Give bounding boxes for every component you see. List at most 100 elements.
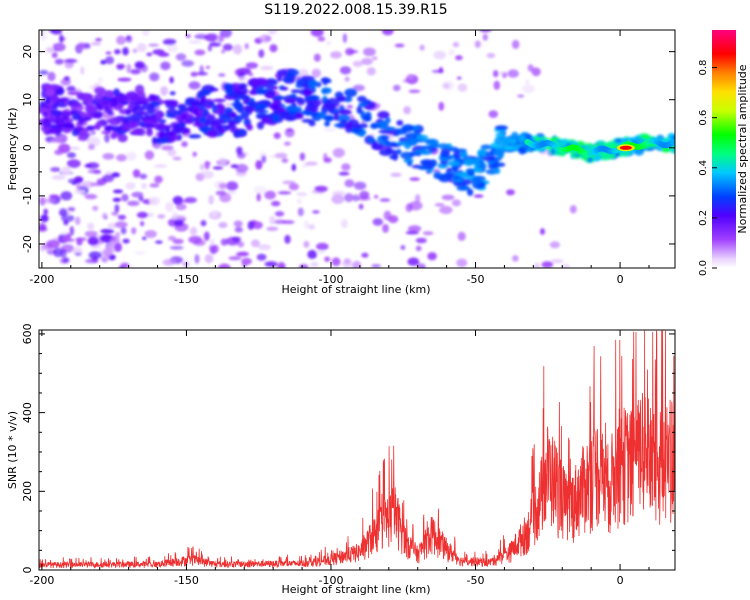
spectrogram-noise-blob: [264, 190, 276, 200]
spectrogram-noise-blob: [310, 30, 324, 37]
spectrogram-noise-blob: [84, 193, 98, 200]
spectrogram-noise-blob: [448, 49, 455, 56]
spectrogram-noise-blob: [226, 181, 239, 191]
spectrogram-ridge-blob: [504, 145, 513, 151]
spectrogram-noise-blob: [122, 47, 129, 56]
spectrogram-noise-blob: [100, 228, 115, 234]
spectrogram-ridge-blob: [49, 113, 56, 123]
spectrogram-noise-blob: [175, 53, 187, 61]
spectrogram-ridge-blob: [518, 145, 527, 155]
spectrogram-noise-blob: [561, 263, 570, 268]
spectrogram-ridge-blob: [183, 119, 194, 125]
spectrogram-noise-blob: [390, 172, 402, 177]
spectrogram-ridge-blob: [189, 100, 203, 107]
spectrogram-ridge-blob: [308, 120, 316, 127]
spectrogram-noise-blob: [415, 237, 427, 244]
spectrogram-noise-blob: [87, 236, 99, 246]
spectrogram-ridge-blob: [407, 161, 413, 167]
spectrogram-ridge-blob: [487, 163, 498, 169]
spectrogram-noise-blob: [132, 48, 138, 54]
spectrogram-noise-blob: [115, 231, 121, 238]
spectrogram-ridge-blob: [581, 156, 589, 161]
spectrogram-noise-blob: [194, 254, 200, 264]
spectrogram-noise-blob: [299, 264, 309, 268]
spectrogram-noise-blob: [193, 239, 206, 246]
spectrogram-noise-blob: [50, 139, 64, 143]
spectrogram-noise-blob: [499, 71, 505, 75]
spectrogram-noise-blob: [126, 35, 131, 40]
spectrogram-noise-blob: [199, 65, 204, 75]
spectrogram-ridge-blob: [272, 99, 282, 109]
spectrogram-noise-blob: [132, 169, 141, 178]
spectrogram-noise-blob: [125, 182, 136, 190]
spectrogram-ytick-label: -20: [21, 235, 34, 253]
snr-ticks: -200 -150 -100 -50 0 0 200 400 600: [21, 323, 675, 587]
spectrogram-noise-blob: [441, 194, 455, 201]
spectrogram-ridge-blob: [336, 95, 347, 101]
spectrogram-noise-blob: [130, 69, 141, 75]
spectrogram-noise-blob: [277, 191, 292, 195]
figure-title: S119.2022.008.15.39.R15: [264, 2, 447, 18]
colorbar-tick-label: 0.4: [698, 160, 709, 176]
spectrogram-ridge-blob: [482, 155, 496, 162]
spectrogram-noise-blob: [402, 79, 413, 83]
spectrogram-ridge-blob: [57, 97, 70, 102]
spectrogram-noise-blob: [73, 190, 86, 194]
spectrogram-noise-blob: [332, 147, 345, 158]
spectrogram-ridge-blob: [224, 107, 233, 114]
spectrogram-noise-blob: [144, 150, 155, 160]
spectrogram-noise-blob: [59, 34, 64, 43]
spectrogram-noise-blob: [382, 223, 389, 233]
spectrogram-ridge-blob: [42, 120, 52, 128]
spectrogram-ridge-blob: [439, 151, 450, 158]
spectrogram-ridge-blob: [131, 129, 142, 134]
spectrogram-noise-blob: [211, 244, 219, 254]
spectrogram-noise-blob: [346, 104, 353, 109]
spectrogram-noise-blob: [142, 30, 150, 37]
spectrogram-ridge-blob: [233, 129, 241, 138]
spectrogram-xtick-label: -150: [174, 273, 199, 286]
spectrogram-noise-blob: [531, 67, 541, 77]
spectrogram-ridge-blob: [141, 116, 156, 120]
spectrogram-ridge-blob: [55, 119, 65, 128]
spectrogram-ytick-label: 20: [21, 45, 34, 59]
spectrogram-noise-blob: [338, 171, 350, 176]
spectrogram-noise-blob: [205, 65, 210, 69]
spectrogram-ridge-blob: [243, 119, 250, 125]
spectrogram-ridge-blob: [130, 96, 142, 101]
colorbar-ticks: 0.0 0.2 0.4 0.6 0.8: [698, 60, 717, 276]
spectrogram-noise-blob: [352, 194, 360, 202]
spectrogram-noise-blob: [281, 220, 295, 225]
spectrogram-noise-blob: [208, 194, 214, 205]
spectrogram-trace-segment: [670, 139, 675, 146]
spectrogram-ridge-blob: [206, 101, 215, 106]
spectrogram-noise-blob: [312, 210, 320, 214]
spectrogram-noise-blob: [74, 252, 82, 256]
spectrogram-noise-blob: [314, 250, 326, 254]
spectrogram-noise-blob: [486, 52, 496, 59]
spectrogram-noise-blob: [66, 152, 76, 159]
spectrogram-noise-blob: [493, 80, 501, 91]
spectrogram-ridge-blob: [94, 86, 106, 95]
spectrogram-ridge-blob: [243, 106, 254, 112]
spectrogram-noise-blob: [236, 146, 243, 155]
spectrogram-noise-blob: [422, 231, 434, 236]
spectrogram-noise-blob: [40, 214, 49, 223]
spectrogram-noise-blob: [330, 51, 342, 59]
snr-xtick-label: -200: [29, 574, 54, 587]
spectrogram-noise-blob: [283, 141, 291, 146]
spectrogram-noise-blob: [102, 212, 108, 219]
spectrogram-ridge-blob: [480, 144, 492, 150]
spectrogram-ridge-blob: [301, 110, 313, 116]
spectrogram-noise-blob: [433, 50, 447, 60]
spectrogram-ridge-blob: [44, 97, 51, 105]
spectrogram-noise-blob: [304, 220, 309, 229]
spectrogram-ridge-blob: [325, 79, 332, 83]
spectrogram-ridge-blob: [358, 102, 367, 108]
spectrogram-noise-blob: [107, 222, 117, 229]
spectrogram-noise-blob: [136, 211, 149, 219]
spectrogram-ridge-blob: [234, 100, 242, 109]
spectrogram-ridge-blob: [125, 108, 131, 116]
